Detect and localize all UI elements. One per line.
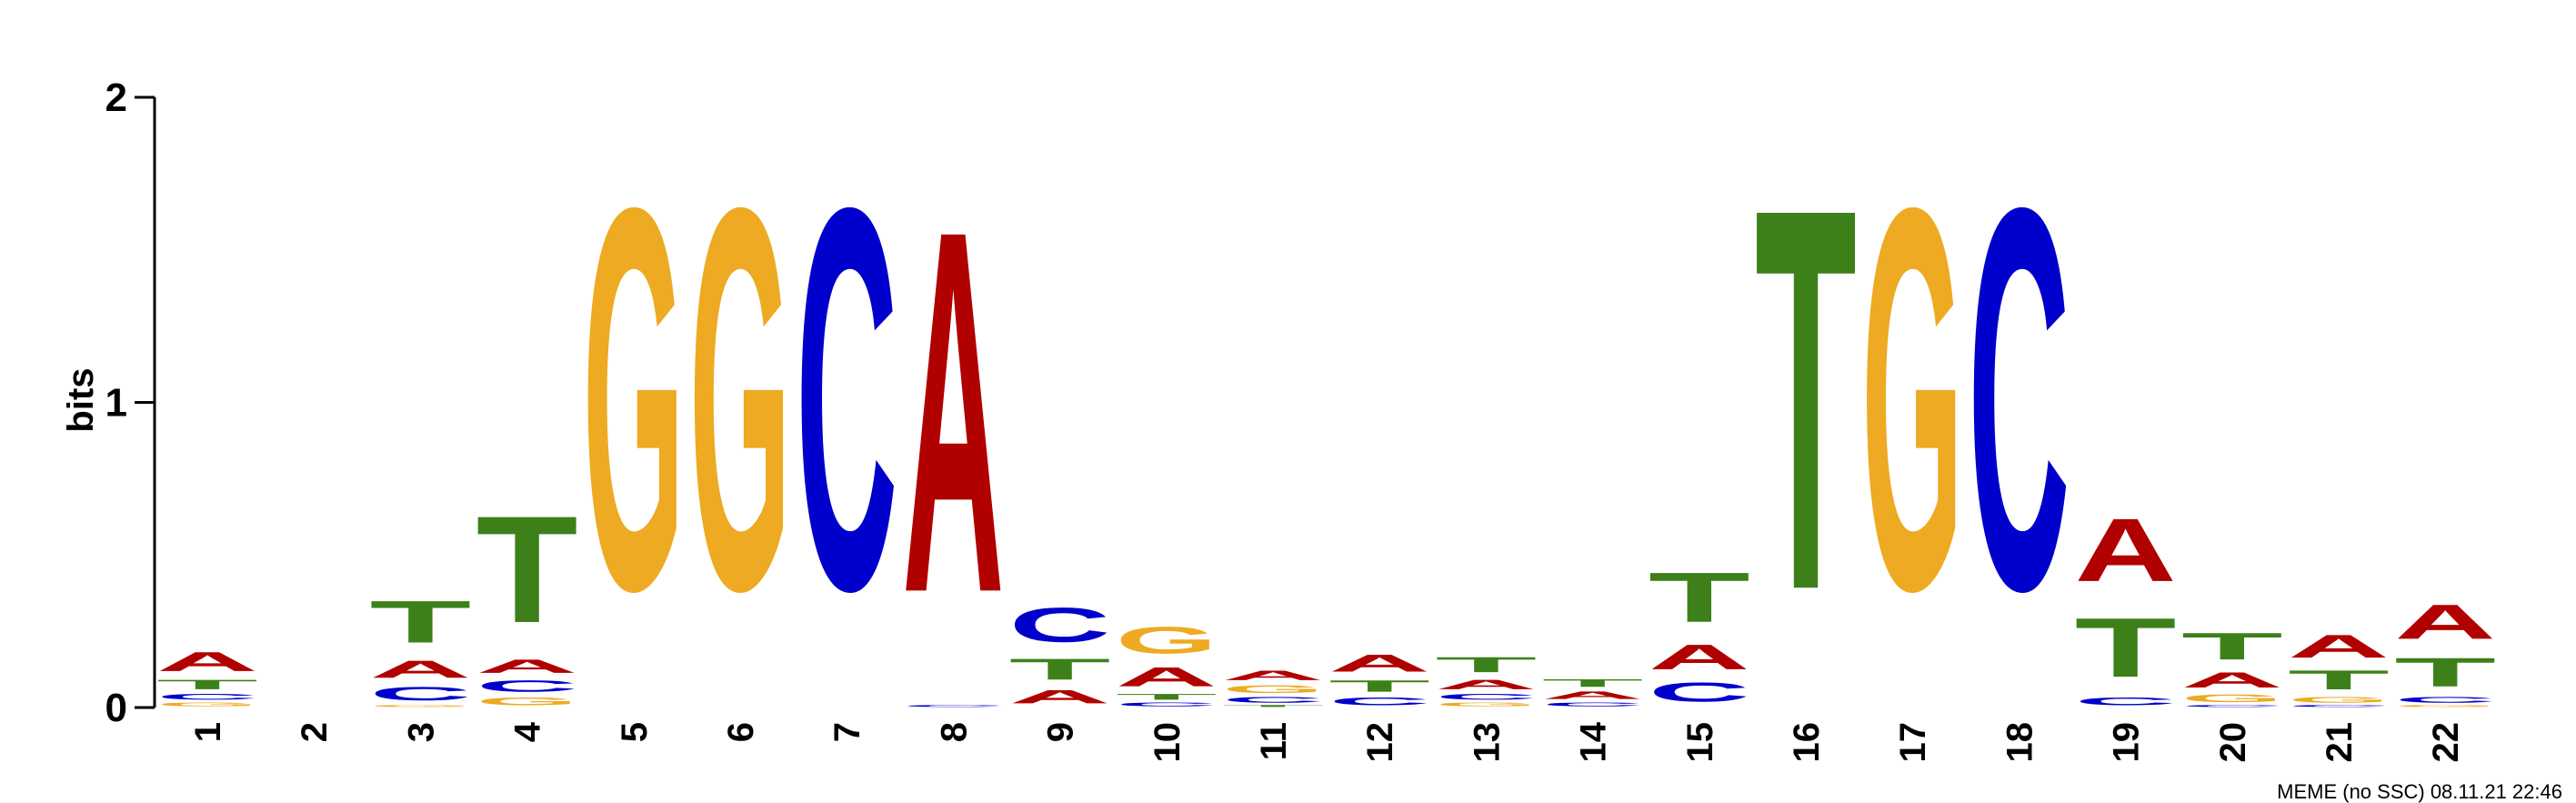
letter-G: G bbox=[1861, 96, 1963, 704]
letter-T: T bbox=[1649, 557, 1750, 637]
letter-C: C bbox=[2181, 705, 2283, 708]
letter-A: A bbox=[2288, 628, 2390, 665]
letter-A: A bbox=[369, 656, 471, 683]
x-tick-label: 12 bbox=[1360, 722, 1400, 763]
letter-C: C bbox=[1009, 597, 1111, 652]
axes: 0 1 2 bbox=[105, 75, 156, 730]
x-tick-label: 15 bbox=[1680, 722, 1720, 763]
letter-T: T bbox=[369, 588, 471, 656]
letter-C: C bbox=[1435, 692, 1537, 701]
letter-C: C bbox=[156, 692, 258, 701]
x-tick-label: 20 bbox=[2213, 722, 2253, 763]
letter-C: C bbox=[2075, 696, 2177, 708]
x-tick-label: 2 bbox=[295, 722, 335, 742]
letter-A: A bbox=[156, 647, 258, 678]
letter-C: C bbox=[1116, 701, 1218, 708]
y-tick-label: 2 bbox=[105, 75, 127, 120]
x-tick-label: 16 bbox=[1787, 722, 1827, 763]
x-tick-label: 10 bbox=[1148, 722, 1188, 763]
letter-G: G bbox=[1116, 619, 1218, 662]
letter-T: T bbox=[1009, 652, 1111, 686]
letter-T: T bbox=[2075, 600, 2177, 695]
x-tick-label: 22 bbox=[2426, 722, 2466, 763]
letter-A: A bbox=[1009, 687, 1111, 708]
letter-G: G bbox=[2288, 696, 2390, 705]
letter-T: T bbox=[2288, 665, 2390, 696]
y-tick-label: 0 bbox=[105, 686, 127, 730]
letter-T: T bbox=[1755, 95, 1857, 703]
x-tick-label: 13 bbox=[1467, 722, 1507, 763]
letter-A: A bbox=[902, 123, 1004, 701]
letter-C: C bbox=[902, 705, 1004, 708]
x-tick-label: 21 bbox=[2320, 722, 2360, 763]
letter-G: G bbox=[2181, 692, 2283, 704]
letter-G: G bbox=[689, 96, 791, 704]
x-tick-label: 5 bbox=[615, 722, 655, 742]
letter-G: G bbox=[583, 96, 685, 704]
letter-G: G bbox=[1435, 701, 1537, 708]
letter-C: C bbox=[1649, 677, 1750, 708]
letter-T: T bbox=[1116, 692, 1218, 701]
letter-T: T bbox=[1542, 677, 1644, 688]
x-tick-label: 1 bbox=[188, 722, 228, 742]
x-tick-label: 14 bbox=[1574, 721, 1614, 762]
x-tick-label: 18 bbox=[2000, 722, 2040, 763]
letter-A: A bbox=[1328, 649, 1430, 677]
x-tick-label: 9 bbox=[1041, 722, 1081, 742]
letter-C: C bbox=[2288, 705, 2390, 708]
x-tick-label: 19 bbox=[2107, 722, 2147, 763]
x-tick-label: 11 bbox=[1254, 722, 1294, 760]
letter-G: G bbox=[1222, 683, 1324, 695]
letter-G: G bbox=[369, 705, 471, 708]
letter-G: G bbox=[156, 701, 258, 708]
letter-G: G bbox=[476, 696, 578, 708]
letter-A: A bbox=[1222, 667, 1324, 683]
letter-A: A bbox=[1649, 637, 1750, 677]
letter-T: T bbox=[476, 485, 578, 655]
credit-footer: MEME (no SSC) 08.11.21 22:46 bbox=[2277, 780, 2562, 803]
x-tick-label: 3 bbox=[401, 722, 441, 742]
letter-T: T bbox=[1222, 705, 1324, 708]
x-tick-label: 4 bbox=[508, 721, 548, 742]
letter-G: G bbox=[2394, 705, 2496, 708]
letter-A: A bbox=[1542, 689, 1644, 701]
letter-T: T bbox=[1328, 677, 1430, 695]
y-axis-label: bits bbox=[61, 367, 101, 432]
letter-A: A bbox=[1435, 677, 1537, 692]
letter-C: C bbox=[1328, 696, 1430, 708]
x-tick-label: 17 bbox=[1893, 722, 1933, 763]
letter-T: T bbox=[2181, 626, 2283, 668]
letter-C: C bbox=[2394, 696, 2496, 705]
letter-A: A bbox=[2394, 595, 2496, 649]
x-tick-labels: 1 2 3 4 5 6 7 8 9 10 11 12 13 14 15 16 17 18 19 20 21 22 bbox=[188, 721, 2466, 762]
letter-C: C bbox=[1968, 95, 2070, 703]
letter-C: C bbox=[1222, 696, 1324, 705]
letter-A: A bbox=[2075, 499, 2177, 600]
x-tick-label: 6 bbox=[721, 722, 761, 742]
x-tick-label: 7 bbox=[827, 722, 867, 742]
letter-A: A bbox=[1116, 662, 1218, 693]
letter-T: T bbox=[156, 677, 258, 692]
letter-C: C bbox=[476, 678, 578, 696]
letter-C: C bbox=[796, 95, 897, 703]
letter-C: C bbox=[369, 683, 471, 704]
letter-A: A bbox=[2181, 667, 2283, 692]
y-tick-label: 1 bbox=[105, 381, 127, 426]
letter-C: C bbox=[1542, 701, 1644, 708]
letter-T: T bbox=[1435, 653, 1537, 678]
letter-A: A bbox=[476, 656, 578, 677]
x-tick-label: 8 bbox=[934, 722, 974, 742]
letter-T: T bbox=[2394, 649, 2496, 695]
